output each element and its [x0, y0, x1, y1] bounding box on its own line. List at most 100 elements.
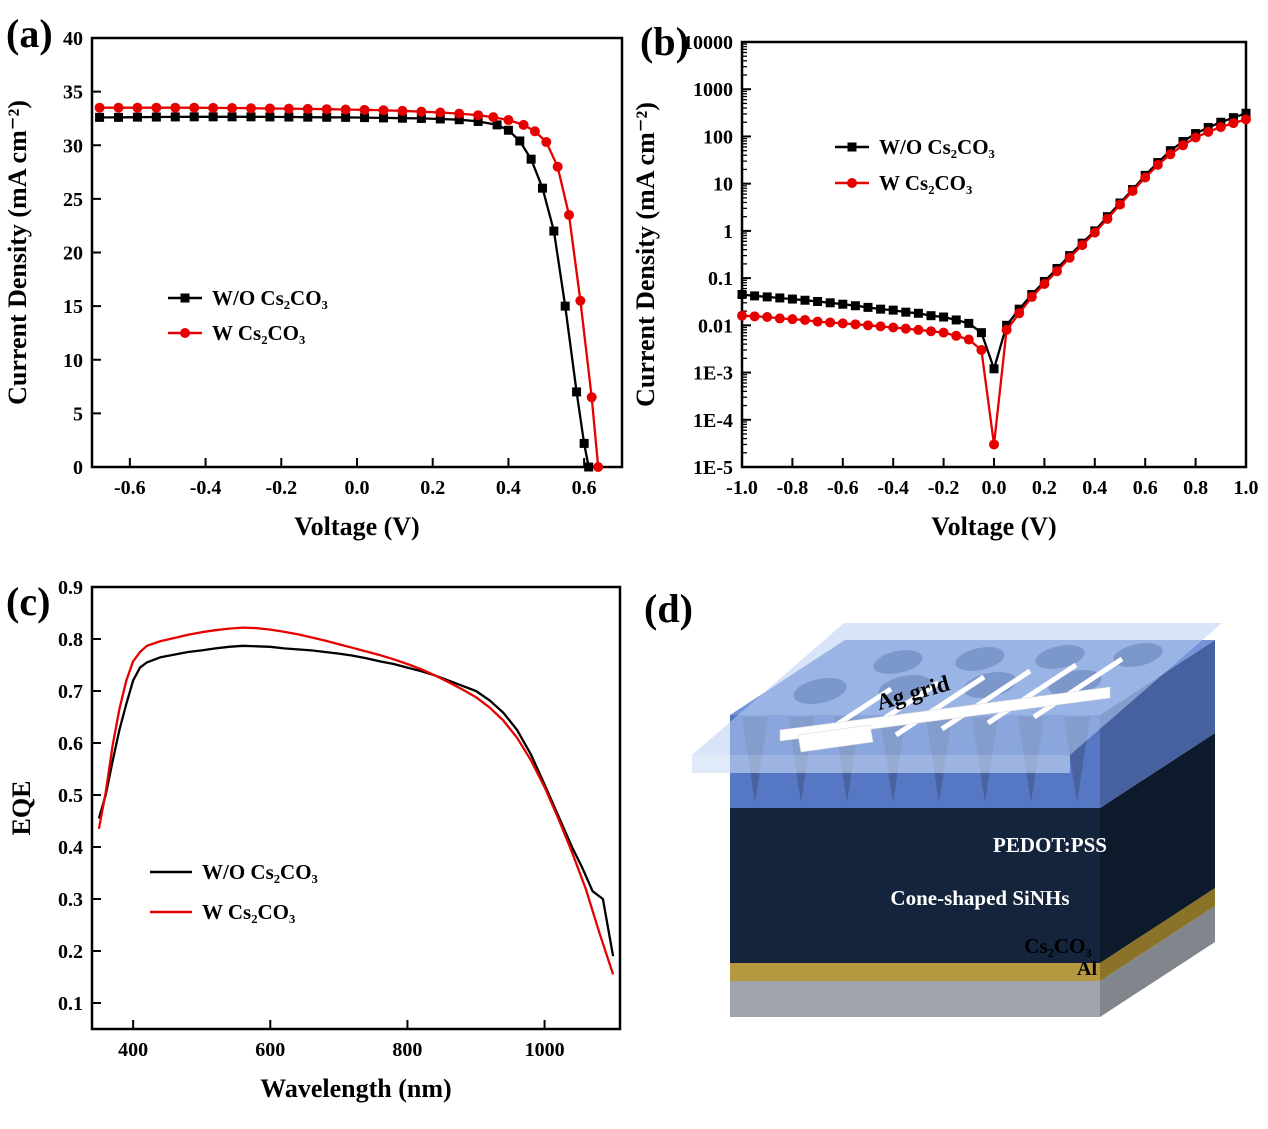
y-tick-label: 35: [63, 82, 83, 104]
y-tick-label: 10000: [683, 32, 733, 54]
data-marker-circle: [283, 103, 294, 114]
data-marker-circle: [875, 321, 886, 332]
y-tick-label: 10: [713, 174, 733, 196]
x-tick-label: 1.0: [1234, 477, 1259, 499]
data-marker-square: [863, 302, 873, 312]
data-marker-circle: [503, 115, 514, 126]
data-marker-square: [246, 112, 256, 122]
data-marker-circle: [850, 319, 861, 330]
data-marker-square: [227, 112, 237, 122]
data-marker-circle: [938, 327, 949, 338]
al-layer-side: [1100, 906, 1215, 1017]
data-marker-circle: [541, 137, 552, 148]
data-marker-circle: [800, 314, 810, 325]
y-tick-label: 0.1: [708, 268, 733, 290]
data-marker-circle: [321, 104, 332, 115]
legend-label: W/O Cs₂CO₃: [879, 135, 995, 159]
plot-frame: [90, 585, 622, 1031]
chart-c-eqe: 400 600 800 1000 0.1 0.2 0.3 0.4 0.5 0.6 0.7 0.8 0.9…: [7, 577, 622, 1103]
data-marker-circle: [575, 295, 586, 306]
data-marker-circle: [113, 102, 124, 113]
x-tick-label: 0.6: [1133, 477, 1158, 499]
y-tick-label: 0.3: [58, 889, 83, 911]
panel-label-c: (c): [6, 579, 51, 624]
y-tick-label: 1E-5: [693, 457, 733, 479]
data-marker-circle: [227, 103, 238, 114]
x-axis-label: Voltage (V): [294, 512, 419, 541]
data-marker-circle: [825, 317, 836, 328]
data-marker-square: [208, 112, 218, 122]
y-tick-label: 0.01: [698, 315, 733, 337]
data-marker-circle: [302, 103, 313, 114]
data-marker-circle: [593, 462, 604, 472]
data-marker-square: [341, 112, 351, 122]
data-marker-square: [775, 293, 785, 303]
data-marker-square: [515, 136, 525, 146]
y-tick-label: 0.6: [58, 733, 83, 755]
data-marker-circle: [888, 322, 899, 333]
data-marker-circle: [170, 102, 181, 113]
data-marker-square: [473, 116, 483, 126]
panel-label-a: (a): [6, 11, 53, 56]
x-tick-label: -0.2: [928, 477, 960, 499]
plot-frame: [740, 40, 1248, 469]
data-marker-circle: [1127, 185, 1138, 196]
data-marker-square: [435, 114, 445, 124]
data-marker-circle: [340, 104, 351, 115]
panel-label-b: (b): [640, 19, 689, 64]
data-marker-circle: [454, 108, 465, 119]
x-tick-label: 800: [392, 1039, 422, 1061]
data-marker-circle: [989, 439, 999, 450]
data-marker-circle: [1077, 240, 1088, 251]
data-marker-circle: [976, 345, 987, 356]
data-marker-square: [151, 112, 161, 122]
x-tick-label: -0.4: [877, 477, 909, 499]
x-tick-label: 0.0: [345, 477, 370, 499]
data-marker-square: [913, 308, 923, 318]
series-line-0: [97, 644, 615, 957]
y-tick-label: 1E-4: [693, 410, 733, 432]
data-marker-circle: [1165, 149, 1176, 160]
data-marker-square: [888, 305, 898, 315]
sinh-bulk-side: [1100, 733, 1215, 963]
label-cone-shaped-sinhs: Cone-shaped SiNHs: [890, 886, 1069, 910]
label-pedot-pss: PEDOT:PSS: [993, 833, 1107, 857]
data-marker-circle: [762, 312, 773, 323]
data-marker-circle: [1241, 114, 1251, 125]
data-marker-circle: [1089, 227, 1100, 238]
data-marker-square: [762, 292, 772, 302]
data-marker-square: [303, 112, 313, 122]
x-tick-label: 0.2: [1032, 477, 1057, 499]
y-tick-label: 0.7: [58, 681, 83, 703]
data-marker-square: [989, 364, 999, 374]
data-marker-circle: [847, 178, 857, 188]
data-marker-square: [492, 120, 502, 130]
data-marker-circle: [1026, 291, 1037, 302]
data-marker-circle: [900, 323, 911, 334]
data-marker-circle: [132, 102, 143, 113]
data-marker-square: [322, 112, 332, 122]
data-marker-square: [526, 154, 536, 164]
pedot-film-top: [692, 623, 1222, 755]
data-marker-square: [787, 294, 797, 304]
sinh-bulk-front: [730, 808, 1100, 963]
y-tick-label: 20: [63, 243, 83, 265]
data-marker-square: [750, 291, 760, 301]
y-tick-label: 100: [703, 126, 733, 148]
pedot-film-edge: [692, 755, 1070, 773]
data-marker-square: [800, 295, 810, 305]
data-marker-square: [284, 112, 294, 122]
data-marker-circle: [812, 316, 823, 327]
data-marker-circle: [951, 330, 962, 341]
data-marker-square: [180, 293, 190, 303]
y-tick-label: 0.4: [58, 837, 83, 859]
data-marker-circle: [1115, 199, 1125, 210]
x-tick-label: -0.8: [777, 477, 809, 499]
y-axis-label: Current Density (mA cm⁻²): [3, 100, 32, 405]
y-tick-label: 25: [63, 189, 83, 211]
data-marker-circle: [586, 392, 597, 403]
data-marker-square: [416, 113, 426, 123]
data-marker-square: [976, 328, 986, 338]
x-tick-label: -1.0: [726, 477, 758, 499]
data-marker-circle: [208, 102, 219, 113]
